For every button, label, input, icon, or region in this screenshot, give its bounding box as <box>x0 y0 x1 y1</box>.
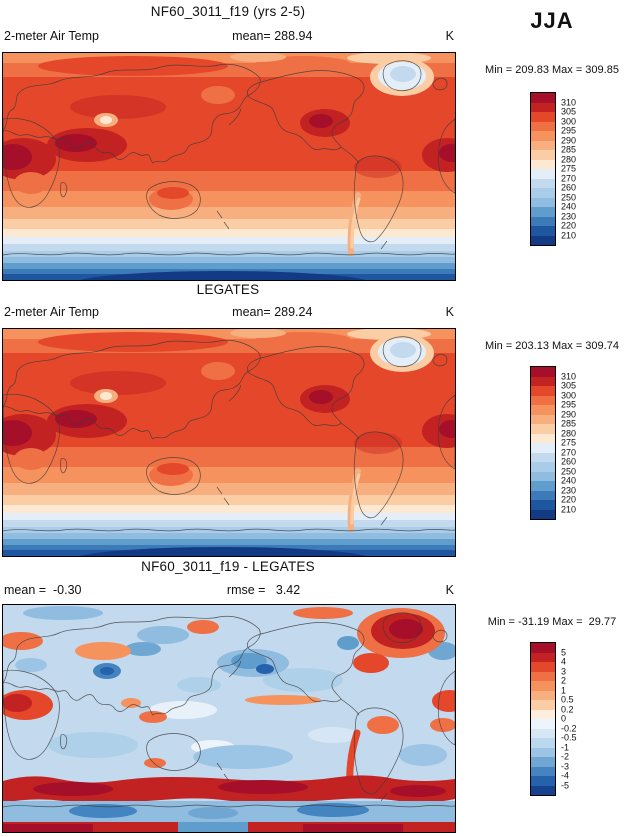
minmax-label: Min = 203.13 Max = 309.74 <box>485 340 619 352</box>
mean-value: mean= 288.94 <box>232 29 313 43</box>
mean-value: mean = -0.30 <box>4 583 82 597</box>
temperature-colorbar: 310 305 300 295 290 285 280 275 270 260 250 240 230 2… <box>530 366 600 520</box>
minmax-label: Min = 209.83 Max = 309.85 <box>485 64 619 76</box>
units-label: K <box>445 583 454 597</box>
panel-2-subheader: 2-meter Air Temp mean= 289.24 K <box>4 305 454 319</box>
minmax-label: Min = -31.19 Max = 29.77 <box>487 616 617 628</box>
mean-value: mean= 289.24 <box>232 305 313 319</box>
units-label: K <box>445 29 454 43</box>
world-map-graphic <box>3 605 455 832</box>
map-obs-temperature <box>2 328 456 557</box>
temperature-colorbar: 310 305 300 295 290 285 280 275 270 260 250 240 230 2… <box>530 92 600 246</box>
panel-3-subheader: mean = -0.30 rmse = 3.42 K <box>4 583 454 597</box>
map-model-temperature <box>2 52 456 281</box>
panel-1-subheader: 2-meter Air Temp mean= 288.94 K <box>4 29 454 43</box>
variable-label: 2-meter Air Temp <box>4 305 99 319</box>
panel-1-title: NF60_3011_f19 (yrs 2-5) <box>150 4 306 19</box>
world-map-graphic <box>3 329 455 556</box>
map-difference <box>2 604 456 833</box>
panel-2-title: LEGATES <box>196 282 260 297</box>
units-label: K <box>445 305 454 319</box>
variable-label: 2-meter Air Temp <box>4 29 99 43</box>
difference-colorbar: 5 4 3 2 1 0.5 0.2 0 -0.2 -0.5 -1 -2 -3 -4 -5 <box>530 642 600 796</box>
world-map-graphic <box>3 53 455 280</box>
rmse-value: rmse = 3.42 <box>226 583 301 597</box>
season-label: JJA <box>530 8 574 33</box>
panel-3-title: NF60_3011_f19 - LEGATES <box>141 559 315 574</box>
